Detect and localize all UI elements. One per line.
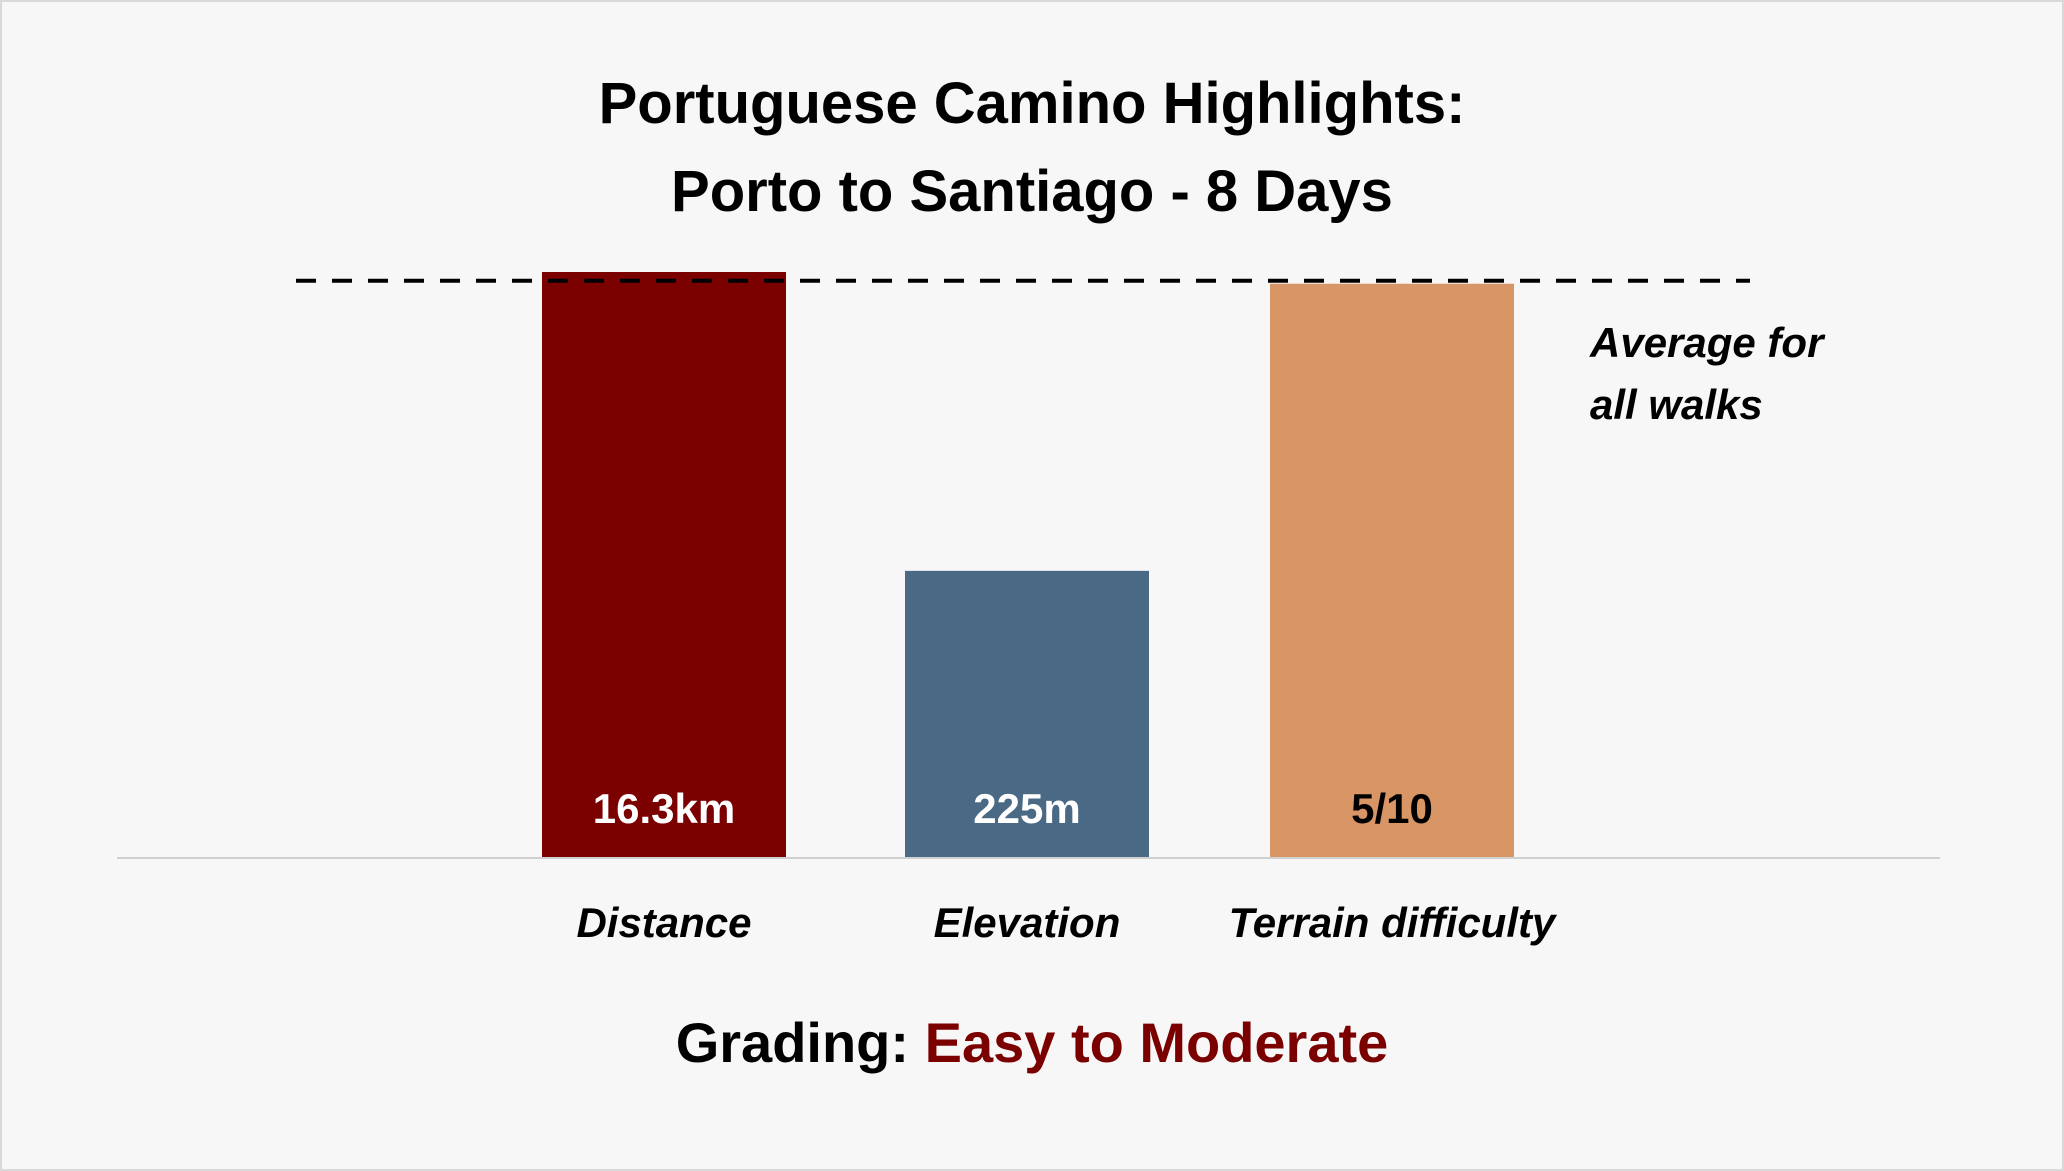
grading-line: Grading: Easy to Moderate: [0, 1010, 2064, 1075]
average-note: Average for all walks: [1590, 312, 1823, 436]
grading-value: Easy to Moderate: [924, 1011, 1389, 1074]
bar-0: [542, 272, 786, 858]
grading-label: Grading:: [675, 1011, 910, 1074]
category-label-2: Terrain difficulty: [1229, 899, 1558, 946]
bar-2: [1270, 283, 1514, 859]
average-note-line-2: all walks: [1590, 381, 1763, 428]
bar-value-label-0: 16.3km: [593, 785, 735, 832]
title-line-2: Porto to Santiago - 8 Days: [671, 159, 1393, 224]
bar-value-label-2: 5/10: [1351, 785, 1433, 832]
average-note-line-1: Average for: [1590, 319, 1824, 366]
title-line-1: Portuguese Camino Highlights:: [598, 71, 1466, 136]
bar-value-label-1: 225m: [973, 785, 1080, 832]
category-label-1: Elevation: [934, 899, 1121, 946]
category-label-0: Distance: [576, 899, 751, 946]
chart-title: Portuguese Camino Highlights: Porto to S…: [0, 60, 2064, 236]
bar-1: [905, 570, 1149, 858]
